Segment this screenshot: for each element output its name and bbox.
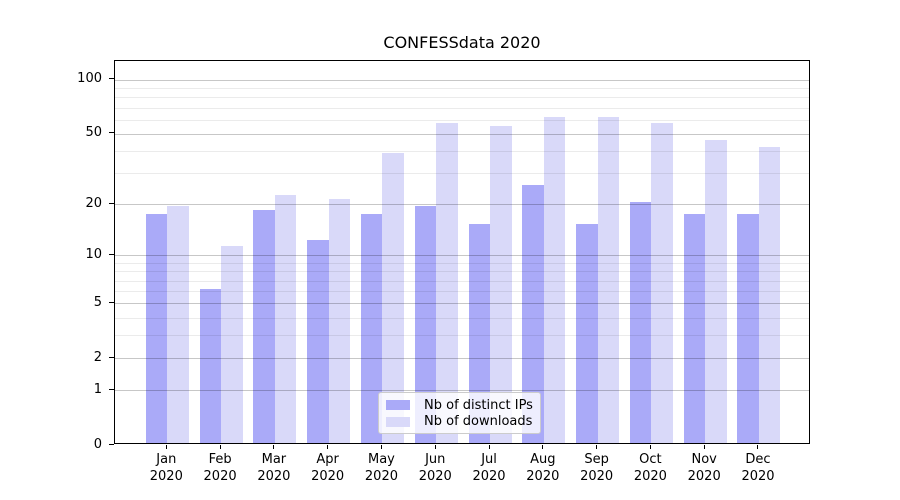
- bar-downloads-oct: [651, 123, 673, 443]
- plot-area: [114, 60, 810, 444]
- y-tick-label-0: 0: [93, 436, 102, 452]
- gridline-minor-40: [115, 151, 809, 153]
- legend-swatch-distinct-ips: [386, 400, 410, 411]
- y-tick-mark-100: [109, 78, 114, 80]
- x-tick-label-oct: Oct 2020: [633, 452, 667, 484]
- bar-distinct-ips-aug: [522, 185, 544, 443]
- gridline-minor-90: [115, 88, 809, 90]
- x-tick-label-sep: Sep 2020: [580, 452, 614, 484]
- y-tick-mark-20: [109, 202, 114, 204]
- x-tick-mark-apr: [327, 445, 329, 449]
- gridline-minor-7: [115, 280, 809, 282]
- legend: Nb of distinct IPs Nb of downloads: [378, 392, 541, 434]
- bar-downloads-jan: [167, 206, 189, 443]
- x-tick-mark-jun: [434, 445, 436, 449]
- y-tick-label-10: 10: [85, 246, 102, 262]
- y-tick-label-50: 50: [85, 125, 102, 141]
- y-tick-label-2: 2: [93, 349, 102, 365]
- bar-distinct-ips-feb: [199, 289, 222, 443]
- x-tick-label-apr: Apr 2020: [311, 452, 345, 484]
- gridline-minor-30: [115, 173, 809, 175]
- gridline-major-5: [115, 303, 809, 305]
- gridline-minor-60: [115, 119, 809, 121]
- bar-downloads-dec: [758, 147, 781, 443]
- y-tick-mark-10: [109, 253, 114, 255]
- bar-downloads-nov: [705, 140, 727, 443]
- bar-downloads-aug: [543, 116, 566, 443]
- bar-distinct-ips-sep: [576, 223, 598, 443]
- x-tick-label-nov: Nov 2020: [687, 452, 721, 484]
- x-tick-label-feb: Feb 2020: [203, 452, 237, 484]
- bar-distinct-ips-dec: [737, 214, 759, 443]
- x-tick-label-jul: Jul 2020: [472, 452, 506, 484]
- y-tick-mark-50: [109, 132, 114, 134]
- bar-distinct-ips-apr: [307, 240, 329, 443]
- x-tick-mark-nov: [703, 445, 705, 449]
- gridline-minor-3: [115, 335, 809, 337]
- x-tick-label-aug: Aug 2020: [526, 452, 560, 484]
- x-tick-mark-jul: [488, 445, 490, 449]
- gridline-major-100: [115, 79, 809, 81]
- gridline-major-50: [115, 133, 809, 135]
- x-tick-label-may: May 2020: [364, 452, 398, 484]
- y-tick-label-20: 20: [85, 195, 102, 211]
- legend-label-downloads: Nb of downloads: [424, 414, 533, 430]
- bar-downloads-sep: [597, 116, 620, 443]
- bar-downloads-may: [382, 153, 404, 443]
- legend-swatch-downloads: [386, 416, 410, 427]
- gridline-minor-4: [115, 317, 809, 319]
- x-tick-mark-mar: [273, 445, 275, 449]
- x-tick-label-dec: Dec 2020: [741, 452, 775, 484]
- legend-label-distinct-ips: Nb of distinct IPs: [424, 397, 533, 413]
- gridline-minor-8: [115, 271, 809, 273]
- x-tick-label-mar: Mar 2020: [257, 452, 291, 484]
- legend-item-distinct-ips: Nb of distinct IPs: [386, 397, 533, 414]
- y-tick-mark-0: [109, 443, 114, 445]
- bar-downloads-apr: [328, 198, 351, 443]
- y-tick-label-5: 5: [93, 294, 102, 310]
- gridline-minor-70: [115, 107, 809, 109]
- x-tick-mark-jan: [165, 445, 167, 449]
- gridline-major-2: [115, 358, 809, 360]
- legend-item-downloads: Nb of downloads: [386, 414, 533, 431]
- bar-downloads-feb: [221, 246, 243, 443]
- bar-distinct-ips-jun: [414, 206, 437, 443]
- bar-distinct-ips-nov: [683, 214, 706, 443]
- y-tick-mark-5: [109, 301, 114, 303]
- x-tick-mark-aug: [542, 445, 544, 449]
- x-tick-mark-sep: [596, 445, 598, 449]
- x-tick-mark-oct: [649, 445, 651, 449]
- x-tick-mark-dec: [757, 445, 759, 449]
- x-tick-mark-may: [380, 445, 382, 449]
- bar-distinct-ips-oct: [629, 202, 652, 443]
- gridline-minor-9: [115, 262, 809, 264]
- x-tick-mark-feb: [219, 445, 221, 449]
- chart-title: CONFESSdata 2020: [383, 33, 541, 52]
- gridline-major-1: [115, 390, 809, 392]
- bar-downloads-jul: [490, 126, 512, 443]
- bar-distinct-ips-mar: [253, 210, 275, 443]
- bar-distinct-ips-may: [360, 214, 383, 443]
- y-tick-mark-1: [109, 388, 114, 390]
- x-tick-label-jan: Jan 2020: [149, 452, 183, 484]
- bar-downloads-jun: [436, 123, 458, 443]
- x-tick-label-jun: Jun 2020: [418, 452, 452, 484]
- y-tick-label-100: 100: [77, 71, 102, 87]
- gridline-major-20: [115, 204, 809, 206]
- y-tick-mark-2: [109, 356, 114, 358]
- gridline-minor-80: [115, 97, 809, 99]
- y-tick-label-1: 1: [93, 381, 102, 397]
- bar-distinct-ips-jan: [145, 214, 168, 443]
- bar-distinct-ips-jul: [468, 223, 491, 443]
- bar-downloads-mar: [274, 194, 297, 443]
- gridline-minor-6: [115, 291, 809, 293]
- gridline-major-10: [115, 255, 809, 257]
